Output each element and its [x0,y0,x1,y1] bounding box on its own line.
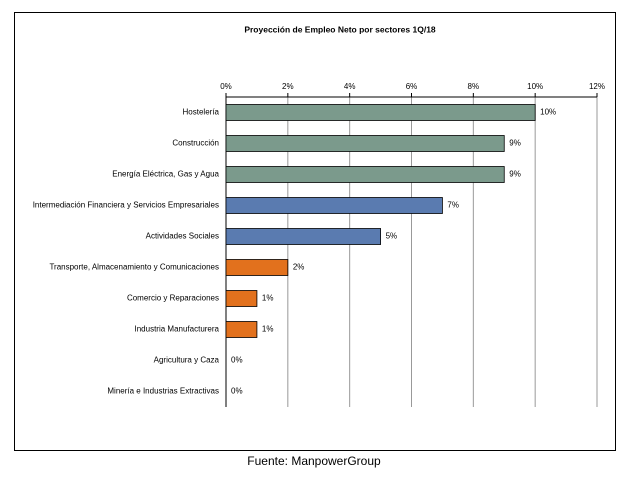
y-tick-label: Energía Eléctrica, Gas y Agua [112,170,219,179]
x-tick-label: 12% [589,82,605,91]
bar [225,290,258,307]
bar [225,321,258,338]
x-tick-label: 6% [406,82,418,91]
source-note: Fuente: ManpowerGroup [247,454,381,468]
value-label: 0% [231,387,243,396]
bar [225,228,381,245]
chart-frame [14,12,616,451]
y-tick-label: Agricultura y Caza [154,356,220,365]
x-tick-label: 0% [220,82,232,91]
y-tick-label: Actividades Sociales [146,232,219,241]
bar [225,135,505,152]
y-tick-label: Transporte, Almacenamiento y Comunicacio… [49,263,219,272]
bar [225,104,536,121]
value-label: 9% [509,139,521,148]
value-label: 7% [447,201,459,210]
y-tick-label: Intermediación Financiera y Servicios Em… [33,201,219,210]
chart-title: Proyección de Empleo Neto por sectores 1… [244,24,436,34]
value-label: 9% [509,170,521,179]
bar [225,197,443,214]
y-tick-label: Hostelería [183,108,220,117]
y-tick-label: Comercio y Reparaciones [127,294,219,303]
x-tick-label: 10% [527,82,543,91]
bar [225,166,505,183]
value-label: 2% [293,263,305,272]
value-label: 10% [540,108,556,117]
y-tick-label: Industria Manufacturera [135,325,220,334]
value-label: 1% [262,294,274,303]
value-label: 5% [386,232,398,241]
x-tick-label: 4% [344,82,356,91]
bar [225,259,289,276]
x-tick-label: 2% [282,82,294,91]
x-tick-label: 8% [468,82,480,91]
y-tick-label: Construcción [172,139,219,148]
value-label: 0% [231,356,243,365]
y-tick-label: Minería e Industrias Extractivas [107,387,219,396]
value-label: 1% [262,325,274,334]
